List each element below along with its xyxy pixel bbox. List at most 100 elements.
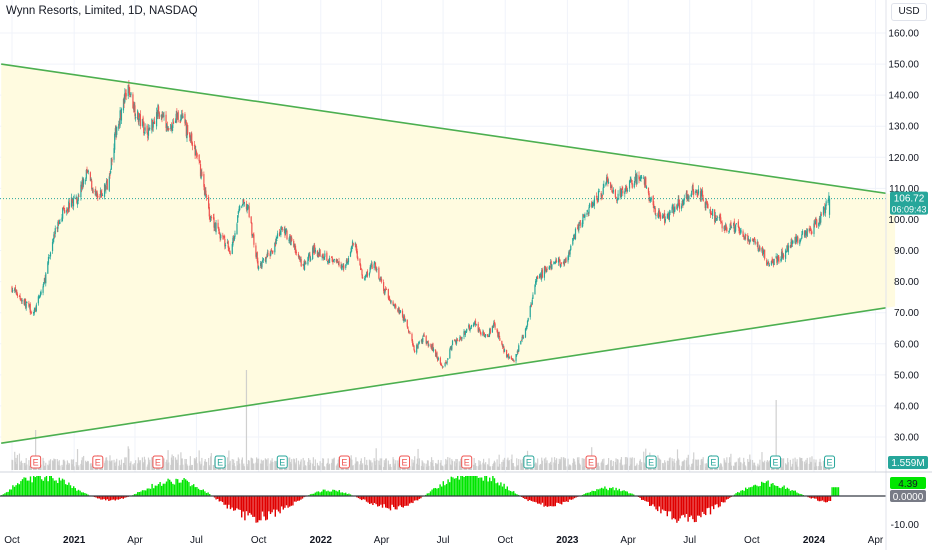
volume-bar: [667, 464, 669, 470]
volume-bar: [721, 466, 723, 470]
volume-bar: [328, 463, 331, 470]
volume-bar: [455, 463, 458, 470]
oscillator-bar: [653, 496, 656, 507]
volume-bar: [66, 464, 68, 470]
oscillator-bar: [364, 496, 366, 500]
volume-bar: [619, 462, 621, 470]
candle-body: [181, 114, 183, 118]
candle-body: [479, 330, 481, 333]
oscillator-bar: [401, 496, 403, 507]
volume-bar: [209, 466, 211, 470]
candle-body: [714, 209, 716, 222]
volume-bar: [62, 466, 64, 470]
candle-body: [388, 297, 390, 300]
volume-bar: [720, 462, 722, 470]
volume-bar: [43, 465, 46, 470]
candle-body: [726, 227, 728, 232]
candle-body: [412, 344, 414, 346]
oscillator-bar: [562, 496, 564, 502]
oscillator-bar: [365, 496, 368, 502]
candle-body: [49, 255, 51, 256]
candle-body: [127, 84, 129, 97]
candle-body: [255, 253, 258, 258]
volume-bar: [290, 463, 292, 470]
candle-body: [520, 339, 523, 341]
volume-bar: [791, 463, 793, 470]
oscillator-value: 4.39: [898, 479, 918, 490]
volume-bar: [535, 462, 537, 470]
volume-bar: [431, 463, 433, 470]
volume-bar: [172, 459, 174, 470]
candle-body: [266, 256, 268, 258]
candle-body: [149, 127, 151, 129]
candle-body: [285, 229, 287, 230]
candle-body: [827, 200, 829, 203]
volume-bar: [374, 464, 377, 470]
volume-bar: [535, 463, 537, 470]
volume-bar: [151, 457, 153, 470]
candle-body: [612, 190, 614, 194]
candle-body: [805, 231, 808, 236]
oscillator-bar: [633, 494, 635, 496]
volume-bar: [503, 457, 506, 470]
volume-bar: [597, 462, 600, 470]
volume-bar: [534, 463, 536, 470]
candle-body: [274, 242, 276, 253]
candle-body: [379, 279, 381, 281]
candle-body: [166, 125, 169, 130]
oscillator-bar: [55, 480, 57, 496]
volume-bar: [482, 462, 484, 470]
candle-body: [445, 362, 447, 364]
volume-bar: [303, 460, 306, 470]
oscillator-bar: [501, 486, 504, 496]
candle-body: [554, 262, 556, 264]
volume-bar: [664, 462, 666, 470]
volume-bar: [384, 462, 386, 470]
candle-body: [655, 214, 657, 216]
oscillator-bar: [458, 479, 460, 496]
candle-body: [399, 312, 401, 314]
oscillator-bar: [735, 493, 737, 496]
volume-bar: [602, 463, 604, 470]
candle-body: [516, 350, 518, 354]
volume-bar: [579, 464, 581, 470]
candle-body: [270, 251, 272, 256]
candle-body: [607, 180, 609, 183]
volume-bar: [733, 466, 735, 470]
candle-body: [425, 335, 427, 344]
candle-body: [223, 235, 225, 238]
oscillator-bar: [18, 484, 20, 496]
candle-body: [90, 178, 92, 181]
oscillator-bar: [145, 490, 147, 496]
candle-body: [657, 210, 660, 219]
oscillator-bar: [450, 476, 452, 496]
volume-bar: [433, 466, 435, 470]
oscillator-bar: [586, 492, 588, 496]
oscillator-bar: [669, 496, 672, 512]
earnings-label: E: [95, 458, 101, 468]
volume-bar: [184, 458, 186, 470]
oscillator-bar: [452, 477, 454, 496]
oscillator-bar: [370, 496, 372, 504]
candle-body: [276, 240, 278, 241]
volume-bar: [314, 459, 316, 470]
oscillator-bar: [28, 480, 30, 496]
oscillator-bar: [228, 496, 230, 505]
candle-body: [393, 305, 395, 306]
candle-body: [340, 264, 342, 269]
volume-bar: [695, 459, 697, 470]
volume-bar: [489, 466, 491, 470]
oscillator-bar: [738, 492, 740, 496]
oscillator-bar: [708, 496, 710, 508]
oscillator-bar: [514, 493, 516, 496]
oscillator-bar: [105, 496, 107, 501]
currency-button[interactable]: USD: [891, 3, 927, 21]
earnings-badge: [707, 455, 719, 469]
candle-body: [58, 221, 60, 225]
candle-body: [303, 261, 306, 270]
volume-bar: [87, 461, 89, 470]
candle-body: [822, 206, 825, 215]
candle-body: [100, 190, 102, 194]
candle-body: [666, 213, 668, 219]
